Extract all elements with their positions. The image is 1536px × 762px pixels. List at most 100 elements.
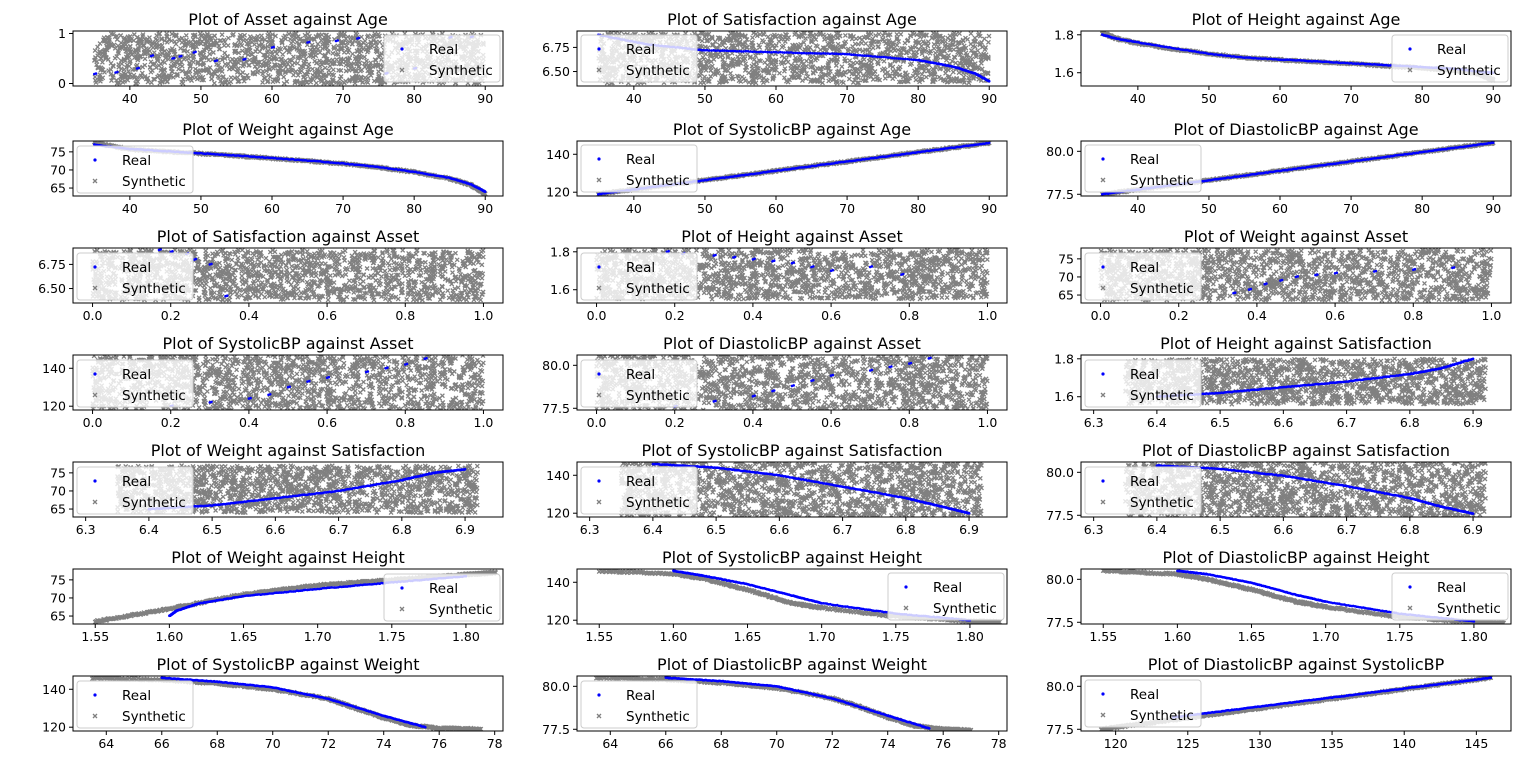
synthetic-point <box>108 67 114 73</box>
synthetic-point <box>857 35 863 41</box>
synthetic-point <box>189 78 195 84</box>
real-point <box>774 50 778 54</box>
synthetic-point <box>239 43 245 49</box>
synthetic-point <box>847 58 853 64</box>
synthetic-point <box>158 67 164 73</box>
synthetic-point <box>301 51 307 57</box>
synthetic-point <box>291 72 296 78</box>
synthetic-point <box>330 50 336 56</box>
synthetic-point <box>244 72 250 78</box>
synthetic-point <box>270 32 275 38</box>
synthetic-point <box>266 64 272 70</box>
synthetic-point <box>896 79 902 85</box>
synthetic-point <box>853 36 859 42</box>
synthetic-point <box>951 47 957 53</box>
subplot-title: Plot of Asset against Age <box>188 10 388 29</box>
synthetic-point <box>796 74 802 80</box>
synthetic-point <box>901 79 907 85</box>
synthetic-point <box>208 35 214 41</box>
synthetic-point <box>910 44 916 50</box>
synthetic-point <box>827 68 833 74</box>
synthetic-point <box>337 76 343 82</box>
legend-label-real: Real <box>122 153 151 169</box>
synthetic-point <box>98 56 104 62</box>
synthetic-point <box>956 47 962 52</box>
y-tick-label: 1 <box>58 26 66 41</box>
synthetic-point <box>283 64 289 70</box>
synthetic-point <box>751 31 757 36</box>
synthetic-point <box>158 61 164 67</box>
legend-marker-real <box>597 47 601 51</box>
synthetic-point <box>302 61 308 67</box>
synthetic-point <box>92 48 98 54</box>
y-tick-label: 1.6 <box>1054 65 1074 80</box>
synthetic-point <box>244 41 250 47</box>
synthetic-point <box>209 71 215 77</box>
synthetic-point <box>201 77 207 83</box>
synthetic-point <box>951 37 956 43</box>
synthetic-point <box>214 40 220 46</box>
synthetic-point <box>720 38 725 44</box>
synthetic-point <box>836 69 842 75</box>
synthetic-point <box>194 44 200 50</box>
synthetic-point <box>917 79 923 85</box>
synthetic-point <box>833 78 839 84</box>
synthetic-point <box>849 36 855 42</box>
synthetic-point <box>304 79 310 85</box>
synthetic-point <box>272 49 278 55</box>
synthetic-point <box>260 79 266 85</box>
synthetic-point <box>349 67 355 73</box>
synthetic-point <box>856 80 862 86</box>
synthetic-point <box>717 37 723 42</box>
synthetic-point <box>940 35 946 40</box>
synthetic-point <box>287 57 293 63</box>
synthetic-point <box>930 31 936 36</box>
legend-marker-synthetic <box>399 67 405 73</box>
synthetic-point <box>290 68 295 74</box>
synthetic-point <box>228 75 234 81</box>
real-point <box>802 51 806 55</box>
synthetic-point <box>263 68 269 74</box>
synthetic-point <box>286 31 292 37</box>
synthetic-point <box>276 45 282 51</box>
synthetic-point <box>856 75 861 81</box>
real-point <box>763 50 767 54</box>
y-tick-label: 0 <box>58 76 66 91</box>
synthetic-point <box>843 39 849 45</box>
synthetic-point <box>236 60 241 66</box>
synthetic-point <box>952 79 958 85</box>
real-point <box>244 57 247 61</box>
synthetic-point <box>751 77 757 83</box>
synthetic-point <box>161 76 167 82</box>
synthetic-point <box>207 65 213 71</box>
real-point <box>723 49 726 52</box>
synthetic-point <box>372 63 378 69</box>
synthetic-point <box>725 55 731 60</box>
synthetic-point <box>957 52 963 58</box>
synthetic-point <box>808 58 814 64</box>
real-point <box>731 49 735 53</box>
synthetic-point <box>779 53 785 59</box>
synthetic-point <box>956 39 962 45</box>
synthetic-point <box>233 62 238 67</box>
synthetic-point <box>957 78 962 84</box>
synthetic-point <box>229 65 235 71</box>
synthetic-point <box>151 76 157 82</box>
synthetic-point <box>957 31 962 37</box>
synthetic-point <box>765 34 771 40</box>
synthetic-point <box>352 78 358 84</box>
synthetic-point <box>887 32 893 38</box>
synthetic-point <box>139 41 144 47</box>
synthetic-point <box>860 77 866 83</box>
synthetic-point <box>931 69 937 75</box>
synthetic-point <box>207 47 213 53</box>
synthetic-point <box>882 71 888 77</box>
x-tick-label: 70 <box>1343 91 1359 106</box>
synthetic-point <box>854 60 860 66</box>
synthetic-point <box>699 38 705 44</box>
synthetic-point <box>296 43 302 49</box>
synthetic-point <box>117 44 123 50</box>
